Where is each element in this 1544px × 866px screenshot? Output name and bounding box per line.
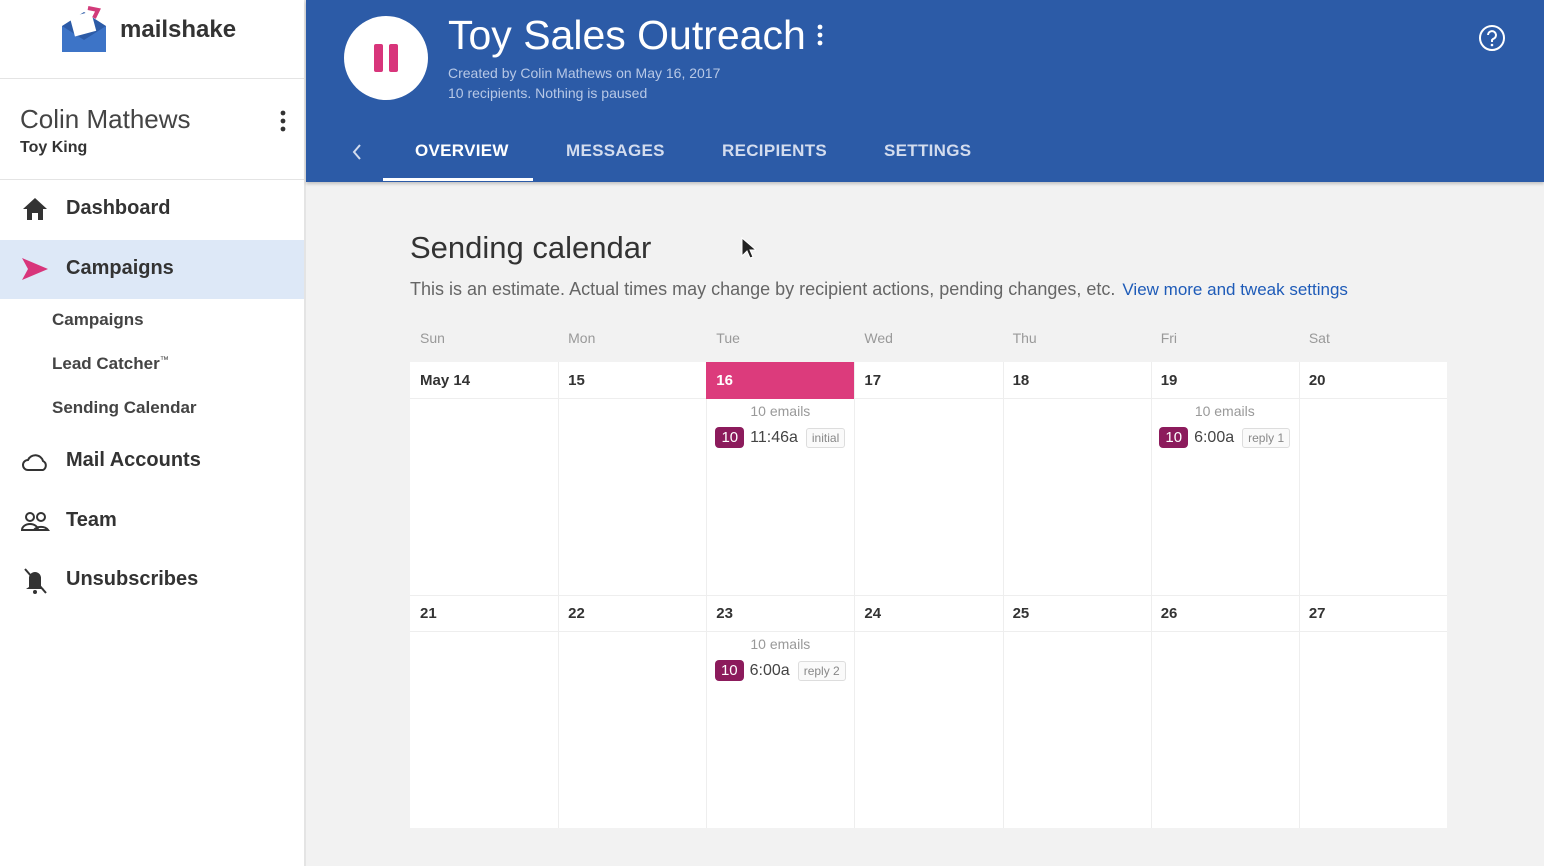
nav-item[interactable]: Unsubscribes bbox=[66, 568, 199, 590]
send-event[interactable]: 10 11:46a initial bbox=[706, 427, 854, 448]
send-time: 6:00a bbox=[749, 662, 790, 679]
pause-button[interactable] bbox=[344, 16, 428, 100]
date-label: May 14 bbox=[420, 372, 471, 389]
sub-nav-item[interactable]: Lead Catcher™ bbox=[52, 354, 169, 374]
note-text: This is an estimate. Actual times may ch… bbox=[410, 279, 1116, 299]
nav-item[interactable]: Campaigns bbox=[66, 257, 174, 279]
email-count: 10 bbox=[714, 660, 744, 681]
tab[interactable]: MESSAGES bbox=[566, 141, 665, 160]
date-label: 17 bbox=[864, 372, 882, 389]
nav-icon bbox=[22, 454, 47, 471]
date-label: 25 bbox=[1012, 605, 1030, 622]
message-tag: reply 1 bbox=[1242, 428, 1291, 448]
date-label: 24 bbox=[864, 605, 882, 622]
today-bg bbox=[706, 362, 855, 399]
created-info: Created by Colin Mathews on May 16, 2017 bbox=[448, 65, 721, 81]
send-event[interactable]: 10 6:00a reply 2 bbox=[706, 660, 854, 681]
row-line bbox=[410, 595, 1447, 596]
day-summary: 10 emails bbox=[1194, 403, 1255, 419]
date-label: 15 bbox=[568, 372, 585, 389]
tab[interactable]: RECIPIENTS bbox=[722, 141, 828, 160]
sub-nav-label: Sending Calendar bbox=[52, 398, 197, 417]
day-summary: 10 emails bbox=[750, 403, 811, 419]
tab[interactable]: SETTINGS bbox=[884, 141, 972, 160]
campaign-title: Toy Sales Outreach bbox=[448, 12, 806, 58]
row-line bbox=[410, 631, 1447, 632]
sub-nav-label: Campaigns bbox=[52, 310, 144, 329]
user-menu[interactable] bbox=[278, 110, 288, 134]
sidebar: mailshake Colin Mathews Toy King Dashboa… bbox=[0, 0, 306, 866]
tab-indicator bbox=[383, 178, 533, 181]
back-button[interactable] bbox=[350, 142, 364, 162]
settings-link[interactable]: View more and tweak settings bbox=[1122, 280, 1348, 299]
date-label: 16 bbox=[716, 372, 733, 389]
message-tag: initial bbox=[805, 428, 846, 448]
nav-active-bg bbox=[0, 240, 304, 299]
weekday-label: Sun bbox=[420, 330, 445, 346]
calendar-note: This is an estimate. Actual times may ch… bbox=[410, 279, 1348, 300]
date-label: 26 bbox=[1160, 605, 1178, 622]
send-time: 6:00a bbox=[1194, 429, 1235, 446]
divider bbox=[0, 179, 304, 180]
brand: mailshake bbox=[120, 16, 237, 43]
logo-icon bbox=[62, 6, 106, 52]
section-title: Sending calendar bbox=[410, 230, 652, 265]
weekday-label: Tue bbox=[716, 330, 740, 346]
nav-icon bbox=[23, 198, 47, 220]
date-label: 20 bbox=[1308, 372, 1326, 389]
weekday-label: Mon bbox=[568, 330, 596, 346]
nav-item[interactable]: Dashboard bbox=[66, 197, 171, 219]
weekday-label: Thu bbox=[1012, 330, 1037, 346]
nav-icon bbox=[24, 568, 47, 594]
user-company: Toy King bbox=[20, 139, 88, 156]
date-label: 21 bbox=[420, 605, 437, 622]
nav-icon bbox=[22, 258, 48, 280]
day-summary: 10 emails bbox=[750, 636, 811, 652]
cursor bbox=[741, 236, 756, 259]
send-event[interactable]: 10 6:00a reply 1 bbox=[1151, 427, 1299, 448]
trademark: ™ bbox=[159, 354, 169, 365]
campaign-menu[interactable] bbox=[815, 24, 825, 48]
divider bbox=[0, 78, 304, 79]
row-line bbox=[410, 398, 1447, 399]
sub-nav-label: Lead Catcher bbox=[52, 354, 160, 373]
date-label: 19 bbox=[1160, 372, 1178, 389]
date-label: 23 bbox=[716, 605, 733, 622]
email-count: 10 bbox=[1159, 427, 1189, 448]
sub-nav-item[interactable]: Campaigns bbox=[52, 310, 144, 330]
weekday-label: Wed bbox=[864, 330, 893, 346]
sub-nav-item[interactable]: Sending Calendar bbox=[52, 398, 197, 418]
send-time: 11:46a bbox=[750, 429, 798, 446]
user-name: Colin Mathews bbox=[20, 104, 191, 134]
nav-item[interactable]: Mail Accounts bbox=[66, 449, 201, 471]
nav-item[interactable]: Team bbox=[66, 509, 117, 531]
date-label: 18 bbox=[1012, 372, 1030, 389]
date-label: 22 bbox=[568, 605, 585, 622]
date-label: 27 bbox=[1308, 605, 1326, 622]
weekday-label: Fri bbox=[1160, 330, 1178, 346]
calendar-grid: May 14 15 16 10 emails 10 11:46a initial 17 18 19… bbox=[410, 362, 1447, 828]
nav-icon bbox=[20, 512, 50, 531]
email-count: 10 bbox=[715, 427, 745, 448]
message-tag: reply 2 bbox=[797, 661, 846, 681]
weekday-label: Sat bbox=[1308, 330, 1330, 346]
header: Toy Sales Outreach Created by Colin Math… bbox=[306, 0, 1544, 182]
help-button[interactable] bbox=[1478, 24, 1506, 52]
tab[interactable]: OVERVIEW bbox=[415, 141, 509, 160]
status-info: 10 recipients. Nothing is paused bbox=[448, 85, 648, 101]
